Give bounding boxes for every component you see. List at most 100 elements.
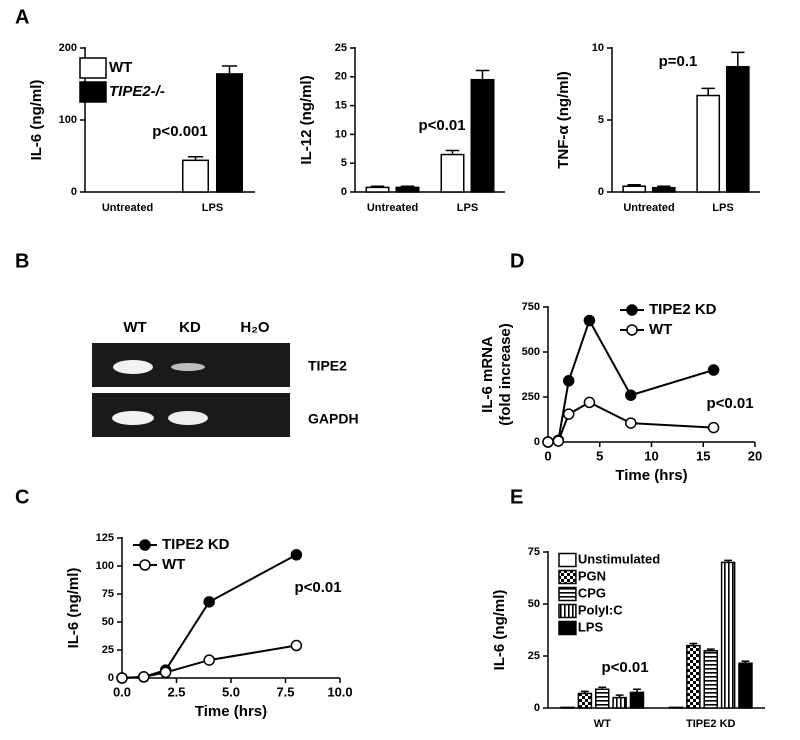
error-bar	[706, 648, 715, 651]
x-tick-label: LPS	[457, 202, 478, 214]
y-tick-label: 100	[96, 560, 114, 572]
legend-label: TIPE2-/-	[109, 83, 165, 100]
y-tick-label: 10	[592, 42, 604, 54]
panel-label: A	[15, 6, 29, 28]
bar	[622, 185, 647, 193]
x-tick-label: TIPE2 KD	[686, 718, 736, 730]
gel-band	[113, 360, 153, 374]
legend-marker	[626, 304, 638, 316]
error-bar	[615, 694, 624, 698]
y-axis-label: (fold increase)	[497, 323, 514, 426]
legend-label: PGN	[578, 568, 606, 583]
legend-marker	[139, 559, 151, 571]
marker	[583, 396, 596, 409]
marker	[542, 436, 554, 448]
error-bar	[689, 642, 698, 646]
bar	[720, 561, 736, 709]
annotation: p<0.001	[152, 123, 207, 140]
error-bar	[400, 185, 415, 188]
bar	[703, 650, 719, 709]
x-tick-label: Untreated	[623, 202, 674, 214]
bar	[725, 65, 750, 193]
y-tick-label: 20	[335, 71, 347, 83]
x-tick-label: 2.5	[167, 684, 185, 699]
x-tick-label: LPS	[712, 202, 733, 214]
gel-panel: B WT KD H₂O TIPE2 GAPDH	[15, 250, 359, 437]
marker	[203, 596, 215, 608]
bar	[577, 692, 593, 709]
x-tick-label: 0.0	[113, 684, 131, 699]
panel-label: E	[510, 486, 523, 508]
legend-marker	[626, 324, 638, 336]
error-bar	[580, 690, 589, 694]
y-tick-label: 25	[102, 644, 114, 656]
y-tick-label: 15	[335, 100, 347, 112]
y-axis-label: IL-12 (ng/ml)	[298, 75, 315, 164]
error-bar	[701, 87, 715, 96]
marker	[562, 408, 575, 420]
bar	[216, 73, 243, 193]
marker	[138, 671, 150, 683]
error-bar	[475, 69, 490, 80]
y-tick-label: 5	[341, 157, 347, 169]
bar	[651, 186, 676, 193]
y-tick-label: 5	[598, 114, 604, 126]
annotation: p<0.01	[294, 579, 341, 596]
x-tick-label: 0	[544, 448, 551, 463]
legend-label: TIPE2 KD	[162, 536, 230, 553]
panel-label: C	[15, 486, 29, 508]
y-tick-label: 75	[528, 546, 540, 558]
x-tick-label: 20	[748, 448, 762, 463]
legend-swatch	[558, 552, 577, 568]
x-axis-label: Time (hrs)	[195, 703, 267, 720]
bar	[686, 644, 701, 709]
legend-label: PolyI:C	[578, 602, 623, 617]
marker	[290, 639, 303, 652]
chart-panel: E 0 25 50 75 IL-6 (ng/ml) p<0.01 WT TIPE2 KD Unst…	[491, 486, 765, 730]
legend-swatch	[79, 57, 107, 79]
legend-swatch	[558, 586, 577, 602]
legend-label: Unstimulated	[578, 551, 660, 566]
legend-label: WT	[649, 321, 672, 338]
y-tick-label: 500	[522, 346, 540, 358]
error-bar	[370, 185, 385, 188]
marker	[625, 389, 637, 401]
marker	[583, 314, 596, 327]
y-tick-label: 750	[522, 301, 540, 313]
y-axis-label: IL-6 (ng/ml)	[491, 590, 508, 671]
legend-label: WT	[162, 556, 185, 573]
error-bar	[445, 149, 460, 155]
y-tick-label: 100	[59, 114, 77, 126]
legend-swatch	[79, 81, 107, 103]
chart-panel: 0 5 10 15 20 25 IL-12 (ng/ml) p<0.01 Untreated LP…	[298, 42, 505, 214]
legend-marker	[139, 539, 151, 551]
marker	[625, 417, 637, 429]
error-bar	[221, 65, 238, 74]
y-axis-label: TNF-α (ng/ml)	[555, 71, 572, 169]
x-tick-label: 10	[644, 448, 658, 463]
chart-panel: D 0 250 500 750 IL-6 mRNA (fold increase) p<0.0…	[479, 250, 762, 484]
y-tick-label: 75	[102, 588, 114, 600]
x-tick-label: WT	[594, 718, 611, 730]
marker	[707, 421, 720, 434]
y-tick-label: 200	[59, 42, 77, 54]
y-tick-label: 25	[335, 42, 347, 54]
error-bar	[741, 660, 750, 664]
bar	[365, 186, 390, 193]
error-bar	[724, 559, 733, 563]
y-axis-label: IL-6 mRNA	[479, 336, 496, 413]
x-tick-label: 5.0	[222, 684, 240, 699]
bar	[738, 662, 753, 709]
legend-label: TIPE2 KD	[649, 301, 717, 318]
error-bar	[633, 688, 641, 693]
marker	[707, 364, 720, 376]
bar	[560, 706, 575, 709]
band-label: TIPE2	[308, 358, 347, 374]
y-tick-label: 50	[528, 598, 540, 610]
x-tick-label: Untreated	[367, 202, 418, 214]
y-tick-label: 125	[96, 532, 114, 544]
legend-label: LPS	[578, 619, 604, 634]
x-tick-label: LPS	[202, 202, 223, 214]
bar	[612, 696, 627, 709]
